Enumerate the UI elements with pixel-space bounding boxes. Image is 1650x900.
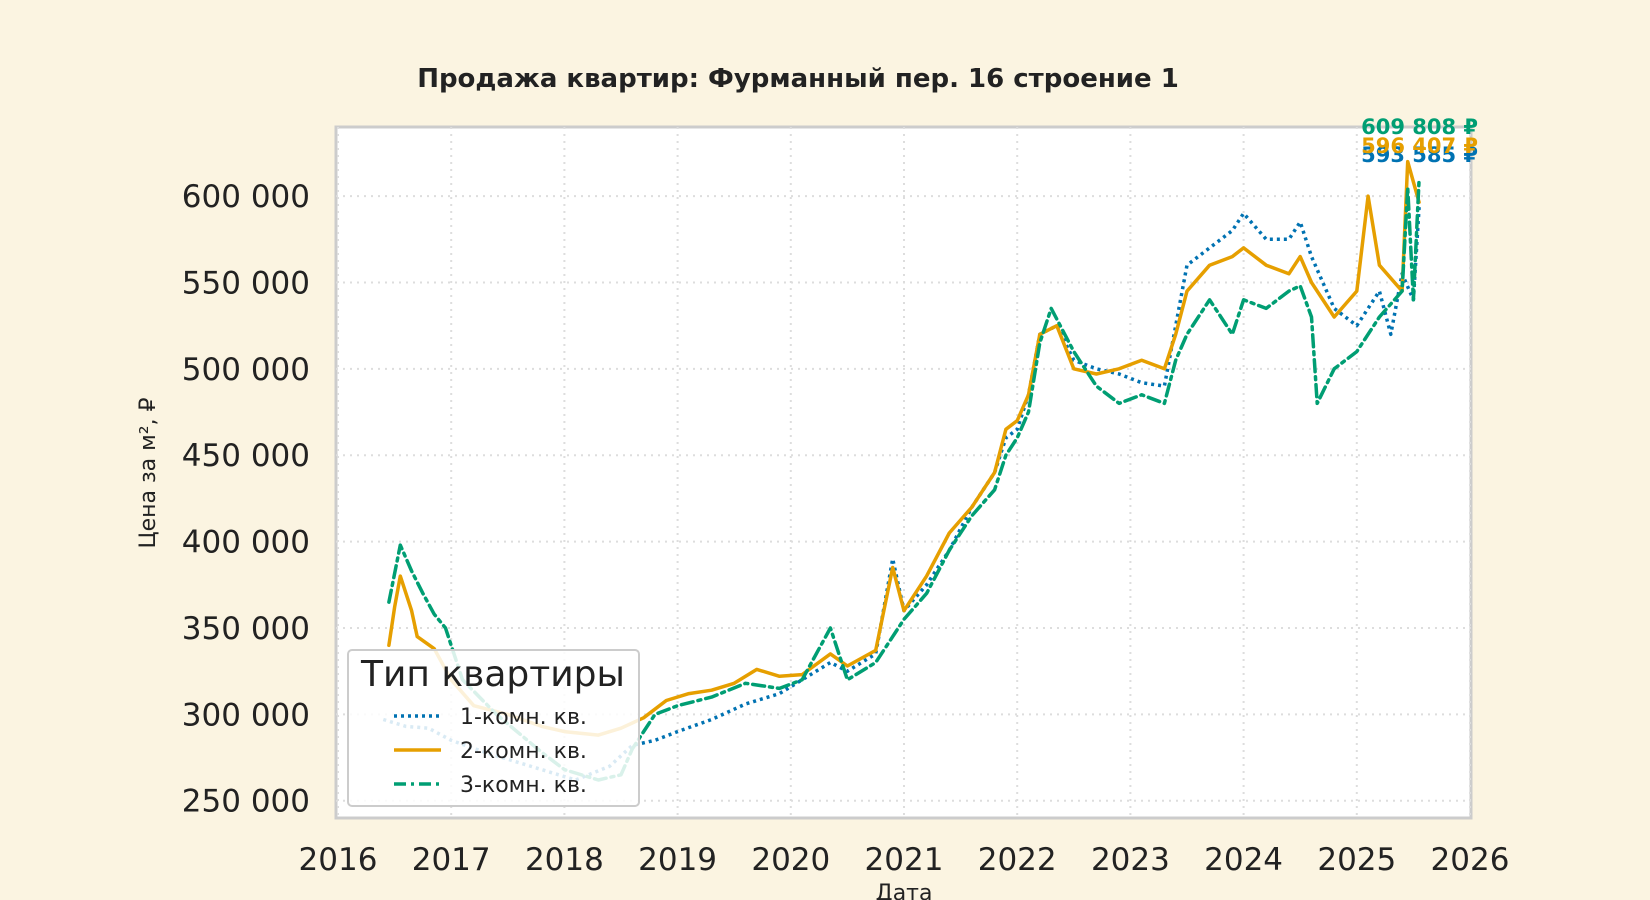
y-tick-label: 300 000	[182, 697, 310, 733]
legend: Тип квартиры 1-комн. кв. 2-комн. кв. 3-ком…	[347, 649, 640, 807]
y-tick-label: 400 000	[182, 525, 310, 561]
x-tick-label: 2022	[978, 842, 1057, 878]
x-tick-label: 2025	[1317, 842, 1396, 878]
x-tick-label: 2023	[1091, 842, 1170, 878]
x-tick-label: 2024	[1204, 842, 1283, 878]
y-tick-label: 450 000	[182, 438, 310, 474]
x-tick-label: 2020	[751, 842, 830, 878]
x-tick-label: 2019	[638, 842, 717, 878]
x-tick-labels: 2016 2017 2018 2019 2020 2021 2022 2023 2024 2025…	[299, 842, 1510, 878]
y-tick-label: 550 000	[182, 265, 310, 301]
x-tick-label: 2018	[525, 842, 604, 878]
end-label-2: 596 407 ₽	[1361, 134, 1478, 158]
y-tick-labels: 250 000 300 000 350 000 400 000 450 000 500 0…	[182, 179, 310, 820]
y-tick-label: 500 000	[182, 352, 310, 388]
legend-title: Тип квартиры	[360, 654, 625, 695]
legend-label-3: 3-комн. кв.	[460, 773, 587, 798]
x-tick-label: 2016	[299, 842, 378, 878]
x-axis-label: Дата	[876, 881, 933, 900]
x-tick-label: 2026	[1431, 842, 1510, 878]
legend-box	[347, 649, 640, 807]
legend-label-1: 1-комн. кв.	[460, 705, 587, 730]
chart-title: Продажа квартир: Фурманный пер. 16 строе…	[417, 64, 1179, 94]
y-tick-label: 350 000	[182, 611, 310, 647]
x-tick-label: 2017	[412, 842, 491, 878]
legend-label-2: 2-комн. кв.	[460, 739, 587, 764]
end-labels: 593 585 ₽596 407 ₽609 808 ₽	[1361, 115, 1478, 167]
x-tick-label: 2021	[865, 842, 944, 878]
y-tick-label: 600 000	[182, 179, 310, 215]
y-tick-label: 250 000	[182, 784, 310, 820]
y-axis-label: Цена за м², ₽	[136, 397, 161, 548]
end-label-1: 593 585 ₽	[1361, 143, 1478, 167]
end-label-3: 609 808 ₽	[1361, 115, 1478, 139]
series-line-1	[382, 207, 1421, 782]
